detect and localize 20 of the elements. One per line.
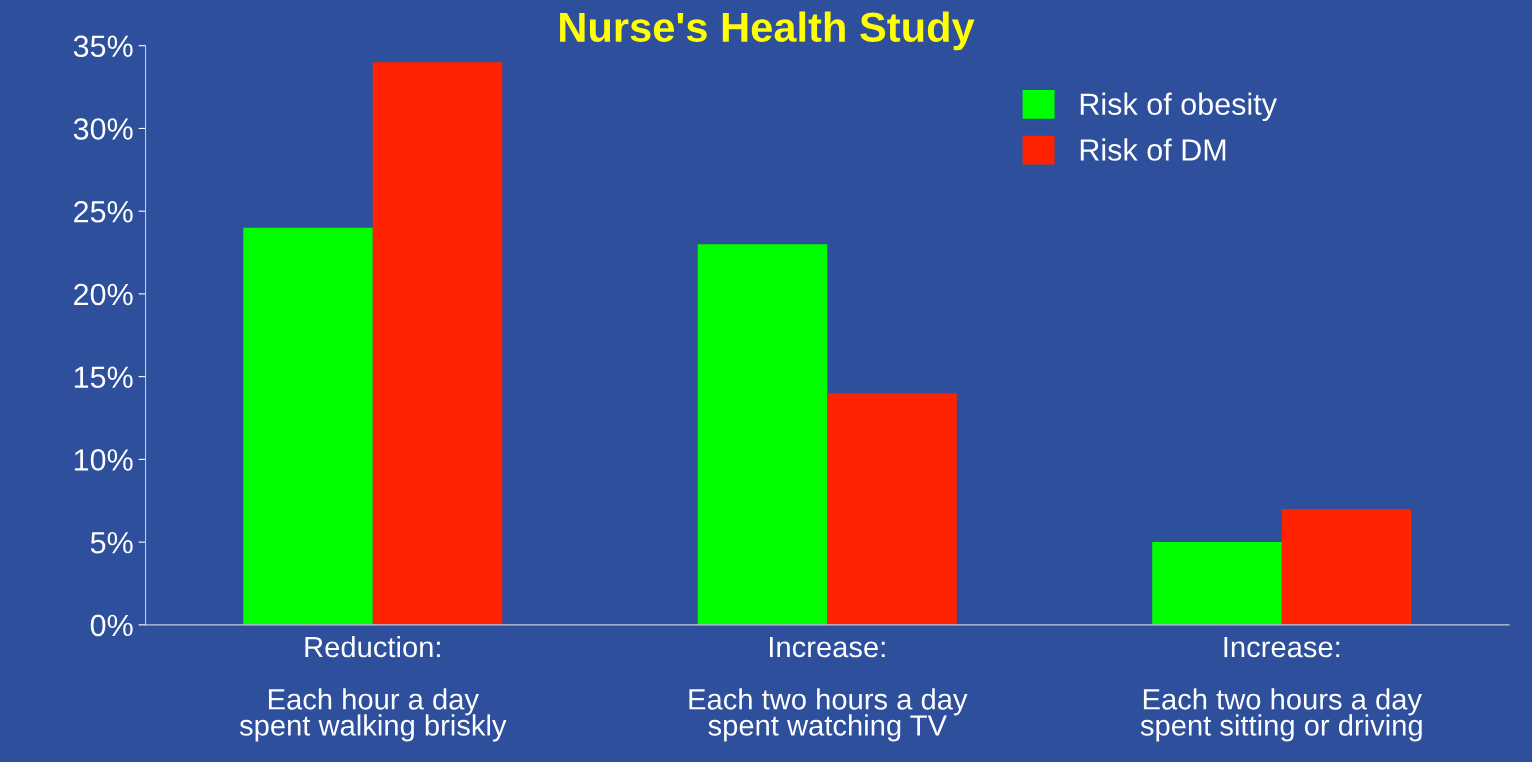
x-tick-label: Increase: Each two hours a day spent watching TV: [689, 637, 968, 742]
bar: [697, 244, 828, 625]
bar: [1281, 509, 1412, 625]
y-tick-label: 25%: [74, 200, 133, 223]
bar: [372, 62, 503, 625]
x-tick-label: Increase: Each two hours a day spent sitting or driving: [1140, 637, 1422, 742]
y-tick-label: 35%: [73, 35, 133, 58]
y-tick-label: 30%: [73, 118, 133, 140]
chart-title: Nurse's Health Study: [560, 11, 975, 51]
bar: [243, 227, 373, 625]
y-tick-label: 10%: [74, 449, 133, 471]
bar: [1152, 542, 1282, 625]
bar: [827, 393, 957, 625]
y-tick-label: 20%: [74, 283, 133, 306]
legend-label: Risk of obesity: [1080, 92, 1277, 122]
legend-label: Risk of DM: [1080, 138, 1226, 161]
y-tick-label: 5%: [90, 531, 133, 554]
y-tick-label: 0%: [90, 614, 133, 637]
y-tick-label: 15%: [74, 366, 133, 389]
x-tick-label: Reduction: Each hour a day spent walking briskly: [239, 635, 507, 742]
